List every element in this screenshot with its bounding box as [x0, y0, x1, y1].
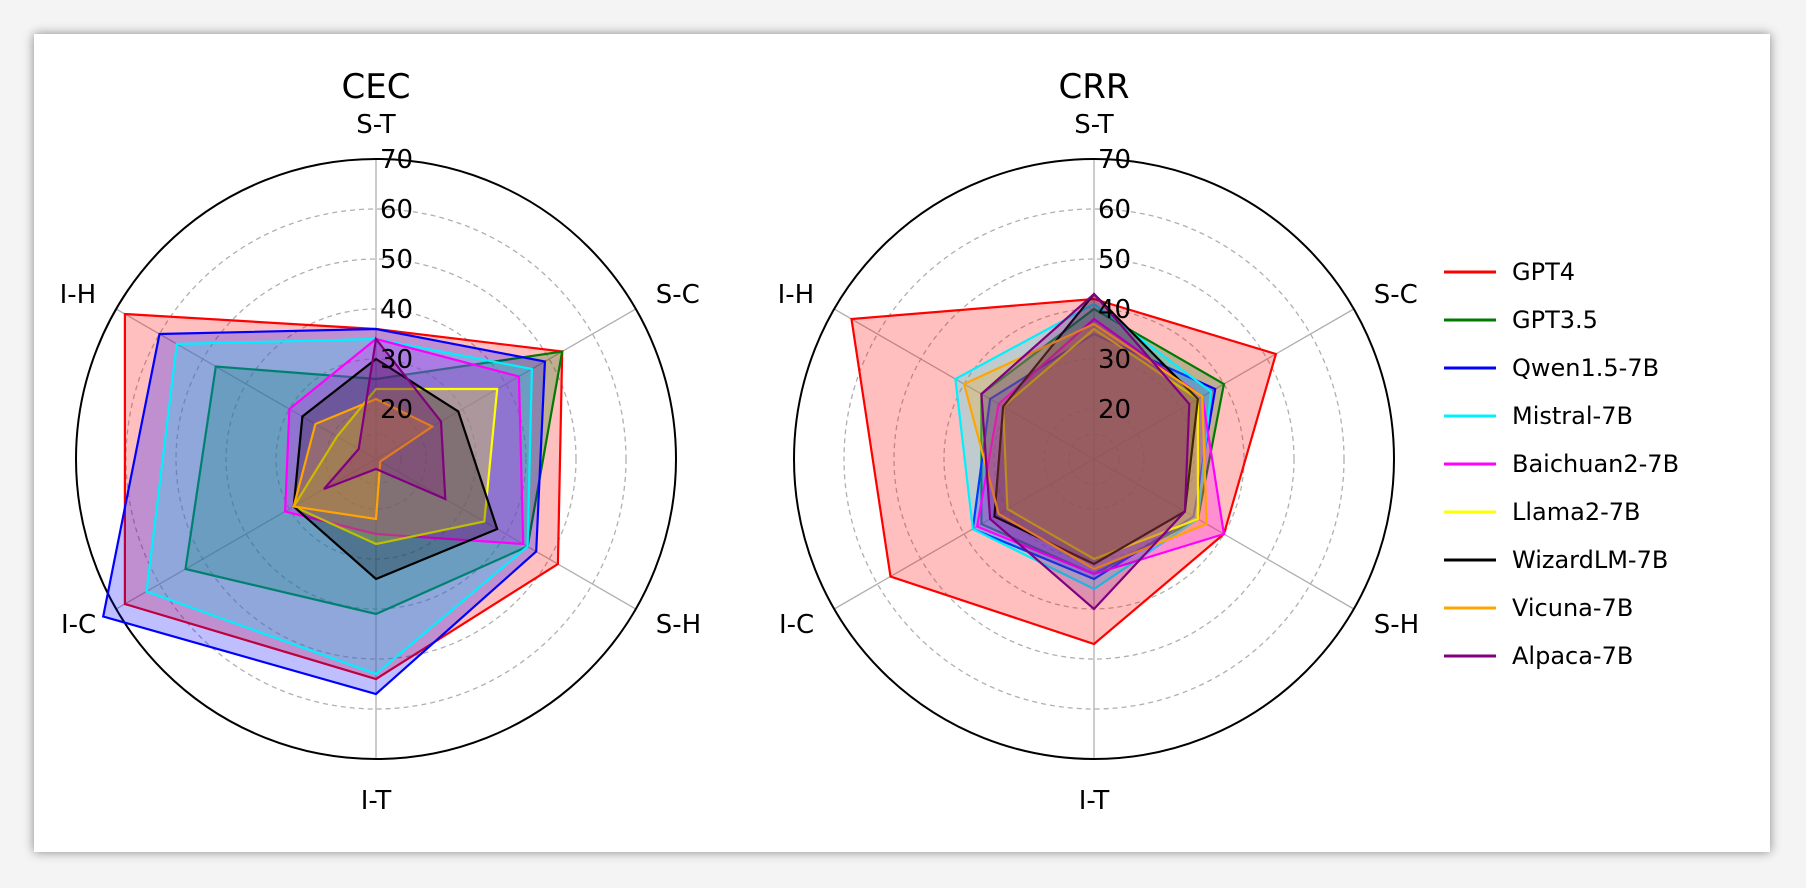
series-wizardlm-7b-polygon: [993, 292, 1200, 566]
series-gpt4-polygon: [850, 297, 1278, 646]
radial-tick-label: 70: [1098, 145, 1131, 175]
series-alpaca-7b-polygon: [323, 336, 447, 501]
axis-spoke: [833, 458, 1095, 610]
radial-tick-label: 20: [1098, 395, 1131, 425]
legend-label: WizardLM-7B: [1512, 546, 1668, 574]
axis-label-s-c: S-C: [1374, 280, 1418, 310]
radial-tick-label: 30: [1098, 345, 1131, 375]
series-alpaca-7b-polygon: [980, 292, 1191, 611]
axis-label-i-t: I-T: [1079, 786, 1110, 816]
axis-label-i-c: I-C: [779, 610, 814, 640]
radial-tick-label: 40: [1098, 295, 1131, 325]
series-llama2-7b-polygon: [292, 387, 499, 546]
figure-card: 20 30 40 50 60 70 S-T S-C S-H I-T I-C I-H CEC 20 30 40…: [34, 34, 1770, 852]
radial-tick-label: 50: [380, 245, 413, 275]
series-mistral-7b-polygon: [954, 302, 1213, 591]
grid-circle: [175, 258, 577, 660]
axis-label-i-h: I-H: [778, 280, 815, 310]
outer-frame: [793, 158, 1395, 760]
legend-label: Qwen1.5-7B: [1512, 354, 1659, 382]
legend-label: Vicuna-7B: [1512, 594, 1633, 622]
axis-label-s-h: S-H: [656, 610, 701, 640]
radial-tick-label: 60: [380, 195, 413, 225]
legend-label: Llama2-7B: [1512, 498, 1641, 526]
radial-tick-label: 20: [380, 395, 413, 425]
axis-label-i-c: I-C: [61, 610, 96, 640]
radar-chart-cec: 20 30 40 50 60 70 S-T S-C S-H I-T I-C I-H CEC: [60, 67, 702, 816]
series-wizardlm-7b-polygon: [292, 357, 499, 581]
series-qwen1-5-7b-polygon: [971, 332, 1217, 581]
legend-label: GPT3.5: [1512, 306, 1598, 334]
radar-chart-crr: 20 30 40 50 60 70 S-T S-C S-H I-T I-C I-H CRR: [778, 67, 1420, 816]
axis-label-s-t: S-T: [356, 110, 395, 140]
radar-figure: 20 30 40 50 60 70 S-T S-C S-H I-T I-C I-H CEC 20 30 40…: [60, 67, 1679, 816]
series-gpt3-5-polygon: [184, 350, 564, 616]
radial-tick-label: 40: [380, 295, 413, 325]
axis-label-i-h: I-H: [60, 280, 97, 310]
axis-label-s-t: S-T: [1074, 110, 1113, 140]
series-vicuna-7b-polygon: [292, 397, 435, 521]
series-mistral-7b-polygon: [145, 337, 534, 676]
axis-label-i-t: I-T: [361, 786, 392, 816]
axis-spoke: [375, 458, 637, 610]
radial-tick-label: 50: [1098, 245, 1131, 275]
legend-label: Mistral-7B: [1512, 402, 1633, 430]
radial-tick-label: 30: [380, 345, 413, 375]
series-baichuan2-7b-polygon: [283, 337, 525, 546]
grid-circle: [843, 208, 1345, 710]
grid-circle: [893, 258, 1295, 660]
axis-label-s-c: S-C: [656, 280, 700, 310]
legend-label: GPT4: [1512, 258, 1575, 286]
outer-frame: [75, 158, 677, 760]
chart-title-crr: CRR: [1059, 67, 1130, 107]
radial-tick-label: 60: [1098, 195, 1131, 225]
axis-spoke: [115, 458, 377, 610]
chart-title-cec: CEC: [342, 67, 411, 107]
axis-label-s-h: S-H: [1374, 610, 1419, 640]
legend-label: Alpaca-7B: [1512, 642, 1633, 670]
chart-legend: GPT4 GPT3.5 Qwen1.5-7B Mistral-7B Baichuan2-…: [1444, 258, 1679, 670]
series-vicuna-7b-polygon: [962, 322, 1208, 571]
radial-tick-label: 70: [380, 145, 413, 175]
legend-label: Baichuan2-7B: [1512, 450, 1679, 478]
